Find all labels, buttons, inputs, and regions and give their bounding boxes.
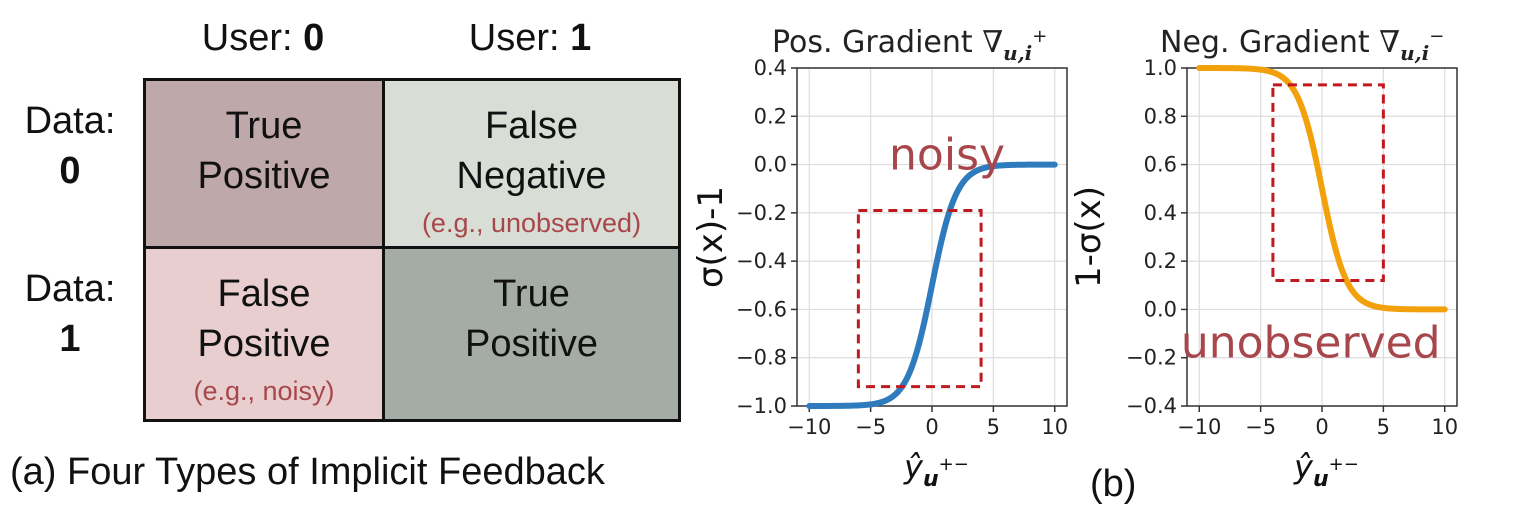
x-tick-label: 0 [1315, 415, 1328, 439]
y-tick-label: −0.2 [736, 201, 787, 225]
cell-false-positive: False Positive (e.g., noisy) [146, 249, 382, 419]
column-header-value: 0 [303, 17, 325, 59]
cell-true-positive-top: True Positive [146, 81, 382, 246]
x-tick-label: 10 [1041, 415, 1068, 439]
cell-line2: Positive [464, 323, 599, 365]
y-tick-label: −0.4 [736, 249, 787, 273]
annotation-label: unobserved [1181, 318, 1441, 369]
row-header-data-1: Data: 1 [0, 264, 140, 364]
row-header-data-0: Data: 0 [0, 96, 140, 196]
series-curve [1196, 65, 1448, 313]
column-header-prefix: User: [468, 17, 571, 59]
x-tick-label: 5 [1377, 415, 1390, 439]
y-tick-label: −0.2 [1126, 346, 1177, 370]
cell-example: (e.g., noisy) [193, 376, 335, 406]
y-tick-label: −1.0 [736, 394, 787, 418]
x-tick-label: −10 [1177, 415, 1221, 439]
series-curve [806, 161, 1058, 409]
column-header-value: 1 [570, 17, 592, 59]
x-tick-label: −5 [855, 415, 886, 439]
x-tick-label: 10 [1431, 415, 1458, 439]
y-tick-label: −0.4 [1126, 394, 1177, 418]
caption-a: (a) Four Types of Implicit Feedback [10, 451, 605, 493]
highlight-box [1271, 83, 1385, 282]
y-tick-label: 0.4 [1144, 201, 1177, 225]
y-tick-label: −0.8 [736, 346, 787, 370]
highlight-box [856, 208, 983, 389]
chart-title: Neg. Gradient ∇u,i− [1160, 25, 1444, 65]
y-tick-label: 0.2 [754, 104, 787, 128]
row-header-prefix: Data: [24, 100, 116, 142]
y-tick-label: 1.0 [1144, 56, 1177, 80]
cell-line1: False [217, 273, 311, 315]
cell-line2: Positive [197, 155, 331, 197]
cell-line2: Negative [456, 155, 607, 197]
cell-false-negative: False Negative (e.g., unobserved) [385, 81, 678, 246]
cell-line1: False [485, 105, 578, 147]
grid-divider-vertical [382, 78, 385, 422]
y-tick-label: 0.2 [1144, 249, 1177, 273]
column-header-user-0: User: 0 [143, 10, 383, 66]
feedback-grid [143, 78, 681, 422]
x-tick-label: −5 [1245, 415, 1276, 439]
cell-example: (e.g., unobserved) [421, 208, 642, 238]
cell-line1: True [225, 105, 303, 147]
column-header-prefix: User: [201, 17, 304, 59]
cell-line1: True [493, 273, 570, 315]
x-tick-label: −10 [787, 415, 831, 439]
x-axis-label: ŷu+− [1293, 448, 1359, 492]
annotation-label: noisy [889, 129, 1005, 180]
row-header-value: 0 [59, 150, 81, 192]
row-header-value: 1 [59, 318, 81, 360]
y-axis-label: 1-σ(x) [1069, 186, 1109, 288]
y-tick-label: 0.0 [1144, 297, 1177, 321]
y-tick-label: 0.6 [1144, 153, 1177, 177]
y-tick-label: 0.8 [1144, 104, 1177, 128]
caption-b: (b) [1090, 463, 1137, 505]
y-axis-label: σ(x)-1 [691, 186, 731, 288]
y-tick-label: 0.4 [754, 56, 787, 80]
grid-divider-horizontal [143, 246, 681, 249]
chart-title: Pos. Gradient ∇u,i+ [772, 25, 1047, 65]
x-axis-label: ŷu+− [903, 448, 969, 492]
x-tick-label: 5 [987, 415, 1000, 439]
x-tick-label: 0 [925, 415, 938, 439]
cell-line2: Positive [197, 323, 331, 365]
y-tick-label: 0.0 [754, 153, 787, 177]
column-header-user-1: User: 1 [410, 10, 650, 66]
row-header-prefix: Data: [24, 268, 116, 310]
cell-true-positive-bottom: True Positive [385, 249, 678, 419]
y-tick-label: −0.6 [736, 297, 787, 321]
